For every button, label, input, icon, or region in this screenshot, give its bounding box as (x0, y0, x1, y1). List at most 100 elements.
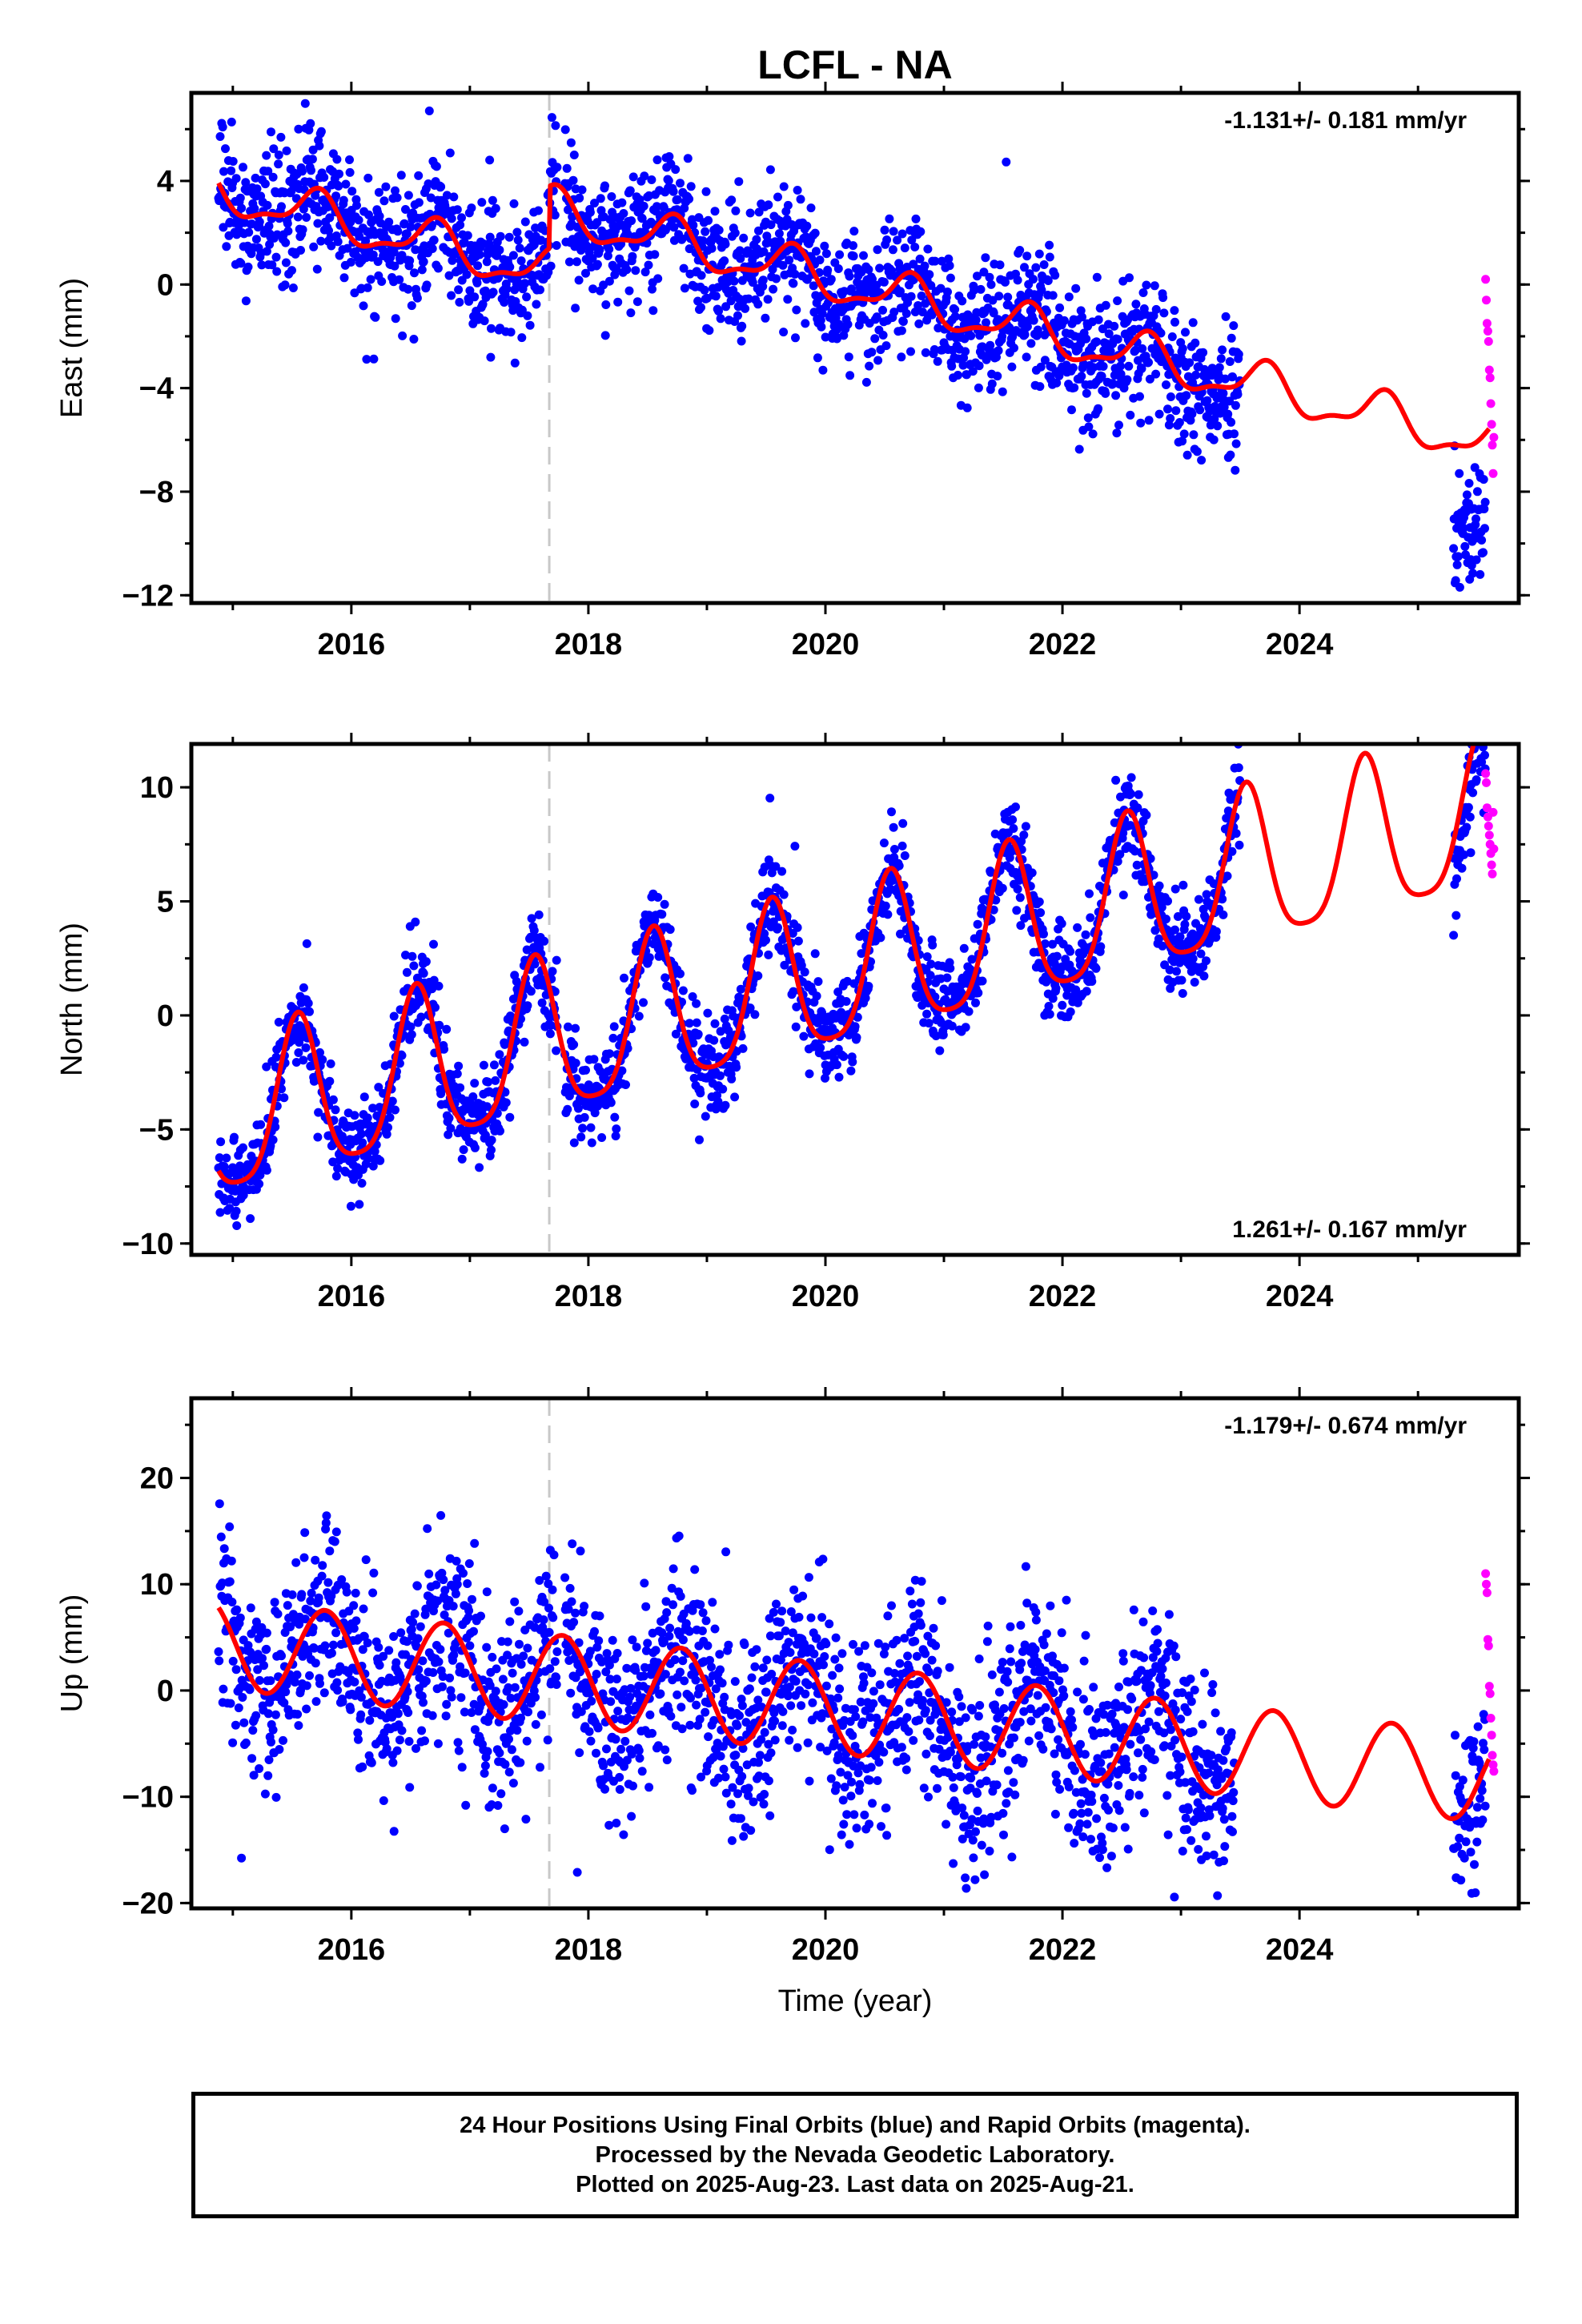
final-orbit-point (396, 171, 406, 180)
final-orbit-point (462, 270, 472, 279)
final-orbit-point (520, 217, 530, 227)
final-orbit-point (926, 971, 935, 980)
final-orbit-point (279, 1698, 289, 1707)
final-orbit-point (300, 99, 310, 108)
final-orbit-point (1196, 949, 1206, 959)
final-orbit-point (733, 311, 742, 320)
final-orbit-point (315, 141, 324, 151)
final-orbit-point (552, 1680, 561, 1689)
final-orbit-point (349, 1601, 359, 1610)
final-orbit-point (319, 1688, 329, 1698)
final-orbit-point (480, 1761, 490, 1771)
final-orbit-point (1066, 1007, 1075, 1016)
final-orbit-point (414, 1665, 424, 1675)
rapid-orbit-point (1483, 327, 1492, 336)
final-orbit-point (550, 211, 560, 220)
final-orbit-point (1464, 724, 1472, 733)
final-orbit-point (1151, 304, 1161, 314)
final-orbit-point (290, 1678, 299, 1687)
final-orbit-point (612, 1675, 621, 1684)
final-orbit-point (330, 1537, 339, 1546)
final-orbit-point (789, 279, 798, 288)
final-orbit-point (517, 305, 527, 315)
final-orbit-point (820, 241, 829, 251)
final-orbit-point (516, 1659, 526, 1669)
final-orbit-point (1045, 240, 1054, 250)
final-orbit-point (833, 987, 843, 997)
final-orbit-point (1022, 352, 1031, 362)
final-orbit-point (417, 265, 427, 275)
final-orbit-point (519, 1651, 528, 1661)
final-orbit-point (1050, 271, 1060, 280)
x-tick-label: 2024 (1266, 1280, 1334, 1313)
final-orbit-point (640, 267, 650, 277)
final-orbit-point (299, 983, 308, 992)
final-orbit-point (604, 276, 614, 286)
final-orbit-point (959, 943, 969, 953)
final-orbit-point (689, 1073, 699, 1083)
final-orbit-point (255, 1179, 264, 1188)
final-orbit-point (219, 1544, 229, 1554)
final-orbit-point (536, 285, 544, 295)
final-orbit-point (580, 1112, 589, 1122)
final-orbit-point (241, 1738, 251, 1747)
final-orbit-point (664, 176, 673, 186)
final-orbit-point (395, 1735, 404, 1745)
final-orbit-point (1460, 850, 1468, 859)
final-orbit-point (1066, 947, 1075, 956)
final-orbit-point (1472, 514, 1480, 524)
final-orbit-points (214, 99, 1490, 592)
final-orbit-point (1223, 871, 1232, 881)
final-orbit-point (375, 211, 384, 221)
final-orbit-point (325, 1546, 335, 1556)
final-orbit-point (270, 1598, 279, 1607)
final-orbit-point (282, 146, 291, 155)
final-orbit-point (588, 284, 598, 294)
final-orbit-point (1111, 775, 1121, 785)
final-orbit-point (301, 1043, 311, 1052)
final-orbit-point (418, 1656, 428, 1666)
final-orbit-point (778, 260, 788, 270)
final-orbit-point (631, 1666, 640, 1675)
final-orbit-point (1170, 306, 1179, 316)
final-orbit-point (632, 297, 642, 307)
final-orbit-point (351, 1616, 361, 1626)
final-orbit-point (452, 205, 462, 215)
final-orbit-point (721, 239, 730, 249)
final-orbit-point (460, 1668, 470, 1678)
final-orbit-point (424, 107, 434, 115)
final-orbit-point (704, 215, 713, 225)
final-orbit-point (592, 1670, 601, 1679)
final-orbit-point (1469, 726, 1478, 735)
final-orbit-point (810, 228, 820, 238)
final-orbit-point (1015, 893, 1025, 903)
final-orbit-point (530, 959, 540, 969)
model-fit-line (216, 182, 1492, 451)
final-orbit-point (546, 261, 556, 271)
final-orbit-point (552, 163, 562, 172)
final-orbit-point (1159, 308, 1169, 318)
final-orbit-point (1048, 291, 1058, 300)
final-orbit-point (371, 312, 380, 322)
final-orbit-point (882, 235, 892, 244)
final-orbit-point (1027, 868, 1037, 878)
final-orbit-point (713, 1097, 723, 1106)
final-orbit-point (393, 1709, 403, 1719)
final-orbit-point (832, 334, 841, 344)
final-orbit-point (500, 1824, 509, 1834)
final-orbit-point (799, 1031, 809, 1041)
final-orbit-point (215, 132, 225, 141)
final-orbit-point (468, 1594, 476, 1604)
final-orbit-point (459, 1145, 468, 1155)
final-orbit-point (401, 951, 410, 960)
final-orbit-point (504, 1683, 513, 1692)
final-orbit-point (436, 182, 446, 191)
final-orbit-point (1098, 362, 1108, 371)
final-orbit-point (402, 229, 412, 239)
final-orbit-point (1101, 388, 1110, 398)
final-orbit-point (486, 352, 496, 362)
final-orbit-point (402, 967, 412, 977)
final-orbit-point (1040, 939, 1050, 948)
final-orbit-point (421, 1676, 431, 1686)
final-orbit-point (612, 1124, 621, 1134)
